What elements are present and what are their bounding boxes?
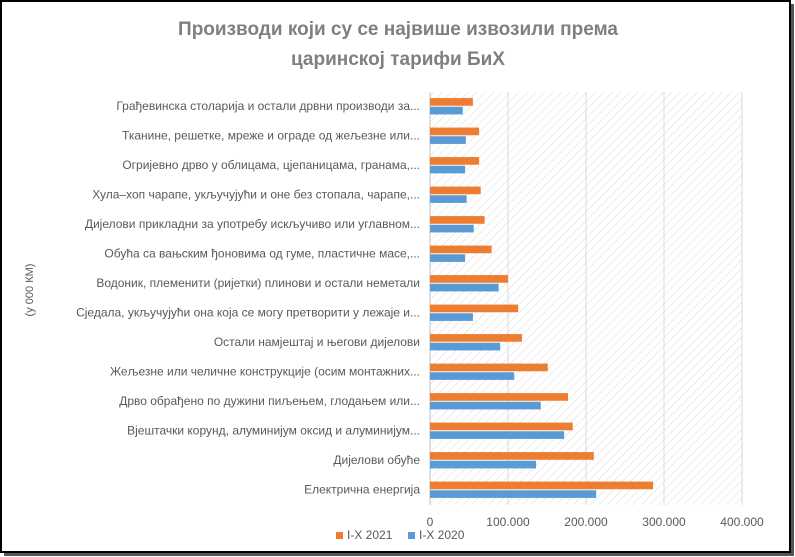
bar — [430, 157, 480, 165]
y-tick-label: Остали намјештај и његови дијелови — [214, 335, 420, 349]
bar — [430, 127, 480, 136]
bar — [430, 313, 473, 321]
bar — [430, 490, 597, 498]
y-tick-label: Хула–хоп чарапе, укључујући и оне без ст… — [92, 187, 420, 201]
frame-shadow — [791, 4, 794, 556]
bar — [430, 165, 466, 174]
y-axis-label: (у 000 КМ) — [24, 264, 36, 317]
y-tick-label: Сједала, укључујући она која се могу пре… — [76, 305, 420, 319]
y-tick-label: Електрична енергија — [304, 482, 420, 496]
y-tick-label: Огријевно дрво у облицама, цјепаницама, … — [122, 158, 420, 172]
legend-swatch — [336, 532, 343, 539]
bar — [430, 275, 508, 283]
x-tick-label: 100.000 — [486, 515, 530, 529]
y-tick-label: Вјештачки корунд, алуминијум оксид и алу… — [127, 423, 420, 437]
bar — [430, 372, 515, 380]
chart-title: царинској тарифи БиХ — [291, 49, 505, 70]
bar — [430, 283, 499, 292]
bar — [430, 363, 548, 372]
y-tick-label: Дрво обрађено по дужини пиљењем, глодање… — [119, 394, 420, 408]
x-tick-label: 300.000 — [642, 515, 686, 529]
legend-label: I-X 2021 — [347, 528, 393, 542]
bar — [430, 304, 519, 313]
frame-shadow — [4, 553, 794, 556]
bar — [430, 98, 473, 106]
bar — [430, 422, 573, 431]
bar — [430, 216, 485, 224]
bar — [430, 106, 463, 115]
bar — [430, 136, 466, 144]
y-tick-label: Жељезне или челичне конструкције (осим м… — [110, 364, 420, 378]
y-tick-label: Тканине, решетке, мреже и ограде од жеље… — [122, 128, 420, 142]
y-tick-label: Обућа са вањским ђоновима од гуме, пласт… — [104, 246, 420, 260]
y-tick-label: Дијелови обуће — [333, 453, 420, 467]
bar — [430, 224, 474, 233]
bar — [430, 186, 481, 195]
legend-swatch — [408, 532, 415, 539]
bar — [430, 481, 654, 490]
bar — [430, 334, 523, 342]
x-tick-label: 0 — [427, 515, 434, 529]
x-tick-label: 200.000 — [564, 515, 608, 529]
bar — [430, 254, 466, 262]
bar — [430, 245, 492, 254]
bar — [430, 342, 501, 351]
chart-title: Производи који су се највише извозили пр… — [178, 19, 618, 40]
bar — [430, 452, 594, 460]
bar — [430, 460, 537, 469]
y-tick-label: Дијелови прикладни за употребу искључиво… — [85, 217, 420, 231]
legend-label: I-X 2020 — [419, 528, 465, 542]
bar — [430, 195, 467, 203]
y-tick-label: Водоник, племенити (ријетки) плинови и о… — [96, 276, 420, 290]
y-tick-label: Грађевинска столарија и остали дрвни про… — [116, 99, 420, 113]
bar — [430, 393, 569, 401]
bar — [430, 401, 541, 410]
x-tick-label: 400.000 — [720, 515, 764, 529]
bar — [430, 431, 565, 439]
